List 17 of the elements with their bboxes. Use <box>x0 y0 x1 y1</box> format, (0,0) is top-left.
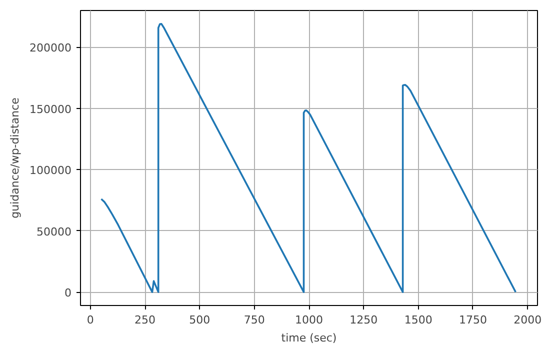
y-axis-title: guidance/wp-distance <box>8 97 22 218</box>
x-tick-label: 750 <box>244 314 265 326</box>
line-series <box>100 23 517 293</box>
x-tick-label: 1750 <box>459 314 487 326</box>
y-tick-label: 100000 <box>30 164 72 178</box>
y-tick-label: 150000 <box>30 102 72 116</box>
x-tick-label: 500 <box>189 314 210 326</box>
x-tick-label: 250 <box>134 314 156 326</box>
x-tick-label: 0 <box>86 314 94 326</box>
x-tick-label: 2000 <box>514 314 542 326</box>
x-axis-title: time (sec) <box>281 332 337 344</box>
y-tick-label: 50000 <box>36 225 72 238</box>
y-tick-label: 0 <box>64 286 72 300</box>
y-tick-label: 200000 <box>30 42 72 55</box>
x-tick-label: 1500 <box>404 314 432 326</box>
x-tick-label: 1250 <box>350 314 378 326</box>
x-tick-label: 1000 <box>295 314 324 326</box>
